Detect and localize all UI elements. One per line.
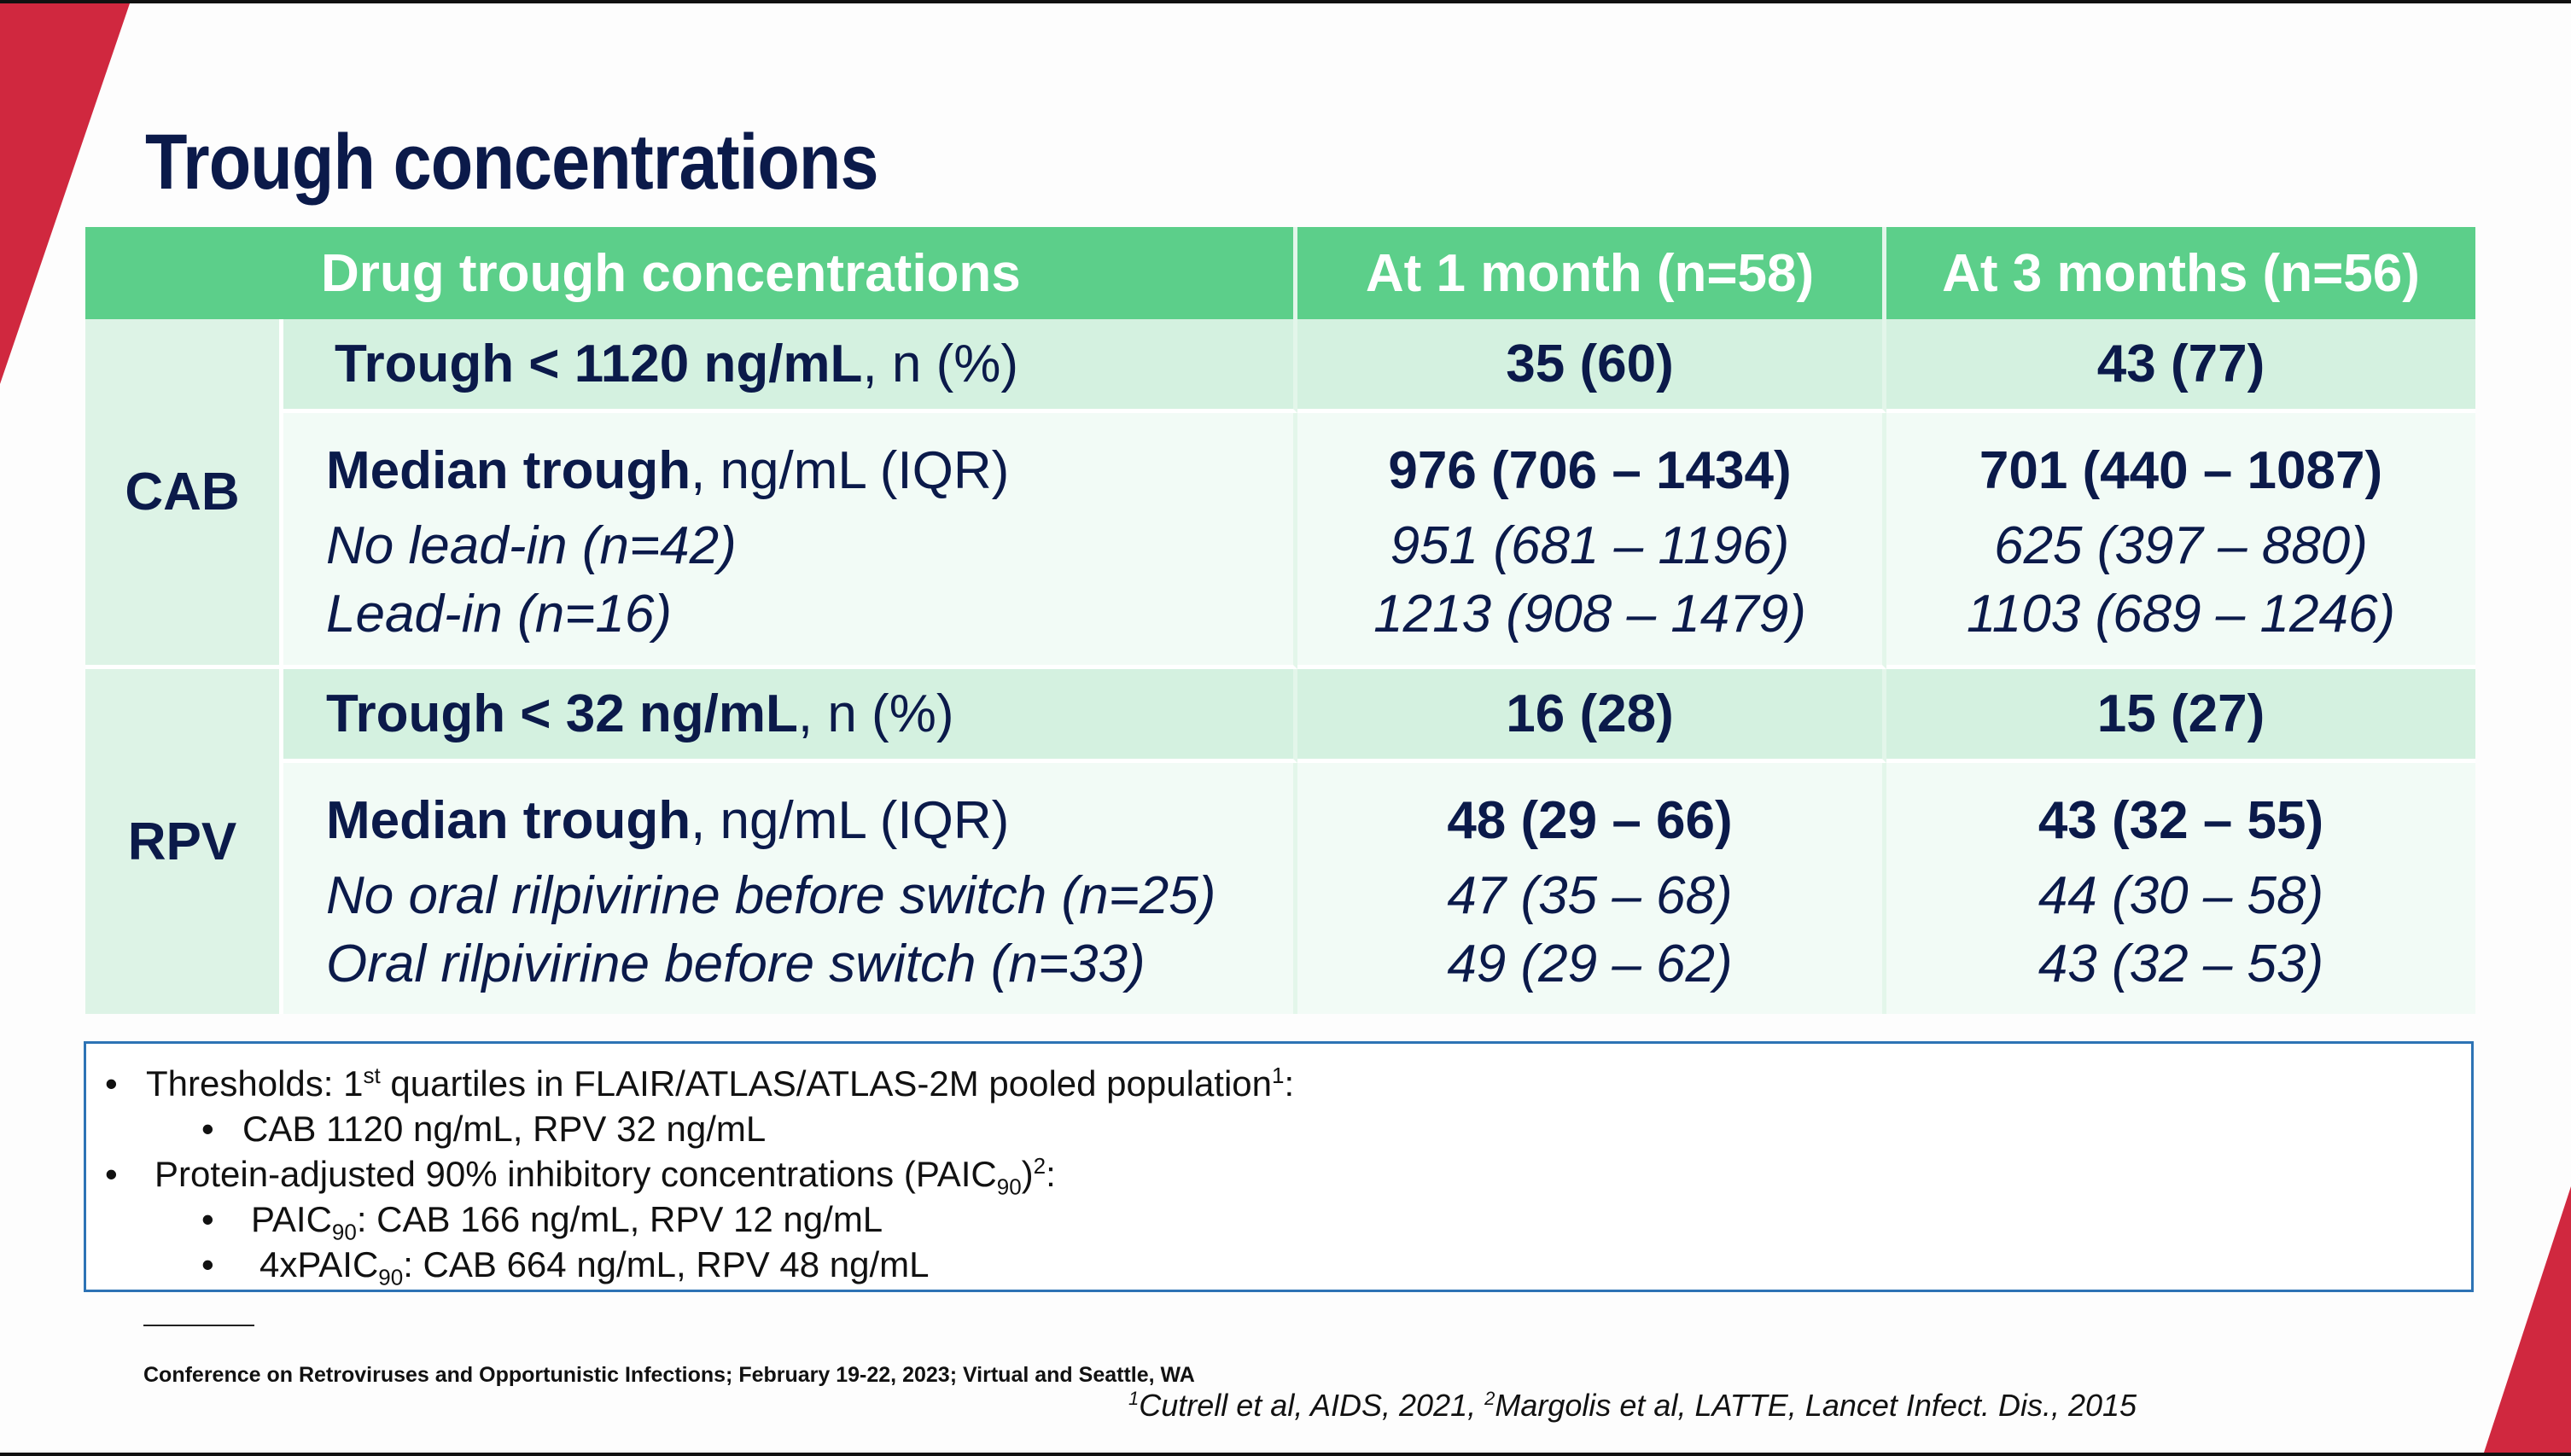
- note-thresholds-sup: st: [363, 1063, 381, 1088]
- rpv-median-labels: Median trough, ng/mL (IQR) No oral rilpi…: [283, 763, 1297, 1014]
- cab-median-3m: 701 (440 – 1087): [1979, 441, 2383, 500]
- note-paic-pre: Protein-adjusted 90% inhibitory concentr…: [154, 1154, 997, 1194]
- note-paic-ref: 2: [1033, 1153, 1046, 1179]
- cab-threshold-bold: Trough < 1120 ng/mL: [335, 335, 863, 393]
- rpv-oral-1m: 49 (29 – 62): [1447, 935, 1733, 993]
- cab-threshold-rest: , n (%): [862, 335, 1019, 393]
- header-3-months: At 3 months (n=56): [1886, 227, 2475, 319]
- note-paic-post: :: [1046, 1154, 1056, 1194]
- references: 1Cutrell et al, AIDS, 2021, 2Margolis et…: [1128, 1388, 2137, 1424]
- red-corner-bottom-right: [2484, 1186, 2571, 1453]
- note-paic-sub1-sub: 90: [331, 1219, 357, 1245]
- bullet-icon: •: [201, 1199, 214, 1239]
- rpv-median-1m-values: 48 (29 – 66) 47 (35 – 68) 49 (29 – 62): [1297, 763, 1886, 1014]
- rpv-median-3m-values: 43 (32 – 55) 44 (30 – 58) 43 (32 – 53): [1886, 763, 2475, 1014]
- note-paic-sub1-text: PAIC90: CAB 166 ng/mL, RPV 12 ng/mL: [251, 1197, 883, 1245]
- cab-lead-in-1m: 1213 (908 – 1479): [1373, 585, 1806, 644]
- cab-median-bold: Median trough: [326, 441, 691, 500]
- rpv-threshold-label: Trough < 32 ng/mL, n (%): [283, 669, 1297, 763]
- cab-sub-lead-in-label: Lead-in (n=16): [326, 585, 672, 644]
- bullet-icon: •: [105, 1063, 118, 1104]
- rpv-no-oral-3m: 44 (30 – 58): [2038, 866, 2324, 925]
- header-1-month: At 1 month (n=58): [1297, 227, 1886, 319]
- rpv-median-1m: 48 (29 – 66): [1447, 791, 1733, 850]
- notes-box: • Thresholds: 1st quartiles in FLAIR/ATL…: [84, 1041, 2474, 1292]
- note-paic-mid: ): [1021, 1154, 1034, 1194]
- rpv-median-3m: 43 (32 – 55): [2038, 791, 2324, 850]
- note-thresholds-sub-text: CAB 1120 ng/mL, RPV 32 ng/mL: [242, 1109, 767, 1149]
- bullet-icon: •: [201, 1244, 214, 1284]
- note-thresholds-mid: quartiles in FLAIR/ATLAS/ATLAS-2M pooled…: [380, 1063, 1273, 1104]
- ref2-marker: 2: [1484, 1388, 1495, 1409]
- rpv-oral-3m: 43 (32 – 53): [2038, 935, 2324, 993]
- note-thresholds-post: :: [1284, 1063, 1295, 1104]
- note-paic-sub2-post: : CAB 664 ng/mL, RPV 48 ng/mL: [403, 1244, 930, 1284]
- note-paic-sub1-post: : CAB 166 ng/mL, RPV 12 ng/mL: [356, 1199, 883, 1239]
- cab-threshold-label: Trough < 1120 ng/mL, n (%): [283, 319, 1297, 413]
- note-paic-sub: 90: [996, 1174, 1022, 1200]
- header-drug-trough: Drug trough concentrations: [85, 227, 1297, 319]
- top-border: [0, 0, 2571, 3]
- ref1-marker: 1: [1128, 1388, 1140, 1409]
- note-paic-sub2-sub: 90: [378, 1264, 404, 1290]
- rpv-threshold-bold: Trough < 32 ng/mL: [326, 684, 798, 743]
- slide-title: Trough concentrations: [145, 119, 879, 206]
- note-paic-sub2-pre: 4xPAIC: [259, 1244, 379, 1284]
- ref1-text: Cutrell et al, AIDS, 2021,: [1139, 1388, 1485, 1423]
- cab-median-3m-values: 701 (440 – 1087) 625 (397 – 880) 1103 (6…: [1886, 413, 2475, 669]
- rpv-median-label: Median trough, ng/mL (IQR): [326, 780, 1293, 862]
- note-thresholds-pre: Thresholds: 1: [146, 1063, 364, 1104]
- note-paic-sub1-pre: PAIC: [251, 1199, 332, 1239]
- bullet-icon: •: [105, 1154, 118, 1194]
- note-paic-sub2-text: 4xPAIC90: CAB 664 ng/mL, RPV 48 ng/mL: [259, 1242, 930, 1290]
- cab-no-lead-in-1m: 951 (681 – 1196): [1390, 516, 1790, 575]
- bullet-icon: •: [201, 1109, 214, 1149]
- cab-median-rest: , ng/mL (IQR): [691, 441, 1010, 500]
- cab-median-1m: 976 (706 – 1434): [1388, 441, 1792, 500]
- note-thresholds: • Thresholds: 1st quartiles in FLAIR/ATL…: [86, 1061, 2471, 1106]
- cab-threshold-1m: 35 (60): [1297, 319, 1886, 413]
- rpv-sub-oral-label: Oral rilpivirine before switch (n=33): [326, 935, 1146, 993]
- cab-lead-in-3m: 1103 (689 – 1246): [1966, 585, 2396, 644]
- cab-threshold-3m: 43 (77): [1886, 319, 2475, 413]
- note-paic-sub2: • 4xPAIC90: CAB 664 ng/mL, RPV 48 ng/mL: [86, 1242, 2471, 1290]
- note-thresholds-sub: • CAB 1120 ng/mL, RPV 32 ng/mL: [86, 1106, 2471, 1151]
- cab-median-1m-values: 976 (706 – 1434) 951 (681 – 1196) 1213 (…: [1297, 413, 1886, 669]
- rpv-median-bold: Median trough: [326, 791, 691, 850]
- bottom-border: [0, 1453, 2571, 1456]
- footnote-divider: [143, 1325, 254, 1326]
- note-thresholds-ref: 1: [1272, 1063, 1285, 1088]
- rpv-threshold-rest: , n (%): [797, 684, 954, 743]
- note-paic-sub1: • PAIC90: CAB 166 ng/mL, RPV 12 ng/mL: [86, 1197, 2471, 1245]
- rpv-no-oral-1m: 47 (35 – 68): [1447, 866, 1733, 925]
- rpv-threshold-3m: 15 (27): [1886, 669, 2475, 763]
- rpv-median-rest: , ng/mL (IQR): [691, 791, 1010, 850]
- cab-sub-no-lead-in-label: No lead-in (n=42): [326, 516, 737, 575]
- rpv-threshold-1m: 16 (28): [1297, 669, 1886, 763]
- note-paic: • Protein-adjusted 90% inhibitory concen…: [86, 1151, 2471, 1197]
- group-label-cab: CAB: [85, 319, 283, 669]
- red-corner-top-left: [0, 3, 130, 384]
- ref2-text: Margolis et al, LATTE, Lancet Infect. Di…: [1495, 1388, 2137, 1423]
- group-label-rpv: RPV: [85, 669, 283, 1014]
- trough-table: Drug trough concentrations At 1 month (n…: [85, 227, 2475, 1014]
- rpv-sub-no-oral-label: No oral rilpivirine before switch (n=25): [326, 866, 1216, 925]
- conference-footer: Conference on Retroviruses and Opportuni…: [143, 1363, 1195, 1387]
- cab-median-labels: Median trough, ng/mL (IQR) No lead-in (n…: [283, 413, 1297, 669]
- note-thresholds-text: Thresholds: 1st quartiles in FLAIR/ATLAS…: [146, 1061, 1294, 1106]
- note-paic-text: Protein-adjusted 90% inhibitory concentr…: [154, 1151, 1056, 1197]
- cab-no-lead-in-3m: 625 (397 – 880): [1994, 516, 2368, 575]
- cab-median-label: Median trough, ng/mL (IQR): [326, 430, 1293, 512]
